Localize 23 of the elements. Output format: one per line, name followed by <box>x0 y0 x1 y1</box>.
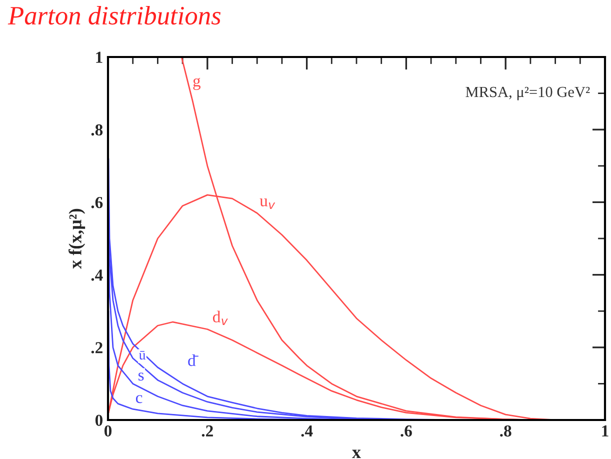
x-tick-label: .4 <box>301 425 313 437</box>
x-tick-label: .2 <box>202 425 213 437</box>
annotation: MRSA, μ²=10 GeV² <box>466 86 590 100</box>
series-label: d$_{v}$ <box>212 310 228 325</box>
series-label: c <box>136 395 142 404</box>
y-tick-label: .8 <box>91 124 103 136</box>
y-axis-title: x f(x,μ²) <box>68 208 86 269</box>
y-tick-label: 1 <box>96 52 102 63</box>
series-label: s <box>138 372 144 381</box>
x-tick-label: 0 <box>104 425 112 437</box>
series-label: ū <box>138 350 146 360</box>
x-tick-label: .8 <box>500 425 512 437</box>
y-tick-label: 0 <box>95 414 103 426</box>
series-label: g <box>193 78 201 90</box>
chart-title: Parton distributions <box>8 6 221 25</box>
y-tick-label: .4 <box>91 270 103 281</box>
series-label: d̄ <box>188 354 198 366</box>
x-axis-title: x <box>352 450 361 458</box>
x-tick-label: .6 <box>400 425 412 437</box>
series-label: u$_{v}$ <box>260 198 276 209</box>
y-tick-label: .6 <box>91 196 103 208</box>
y-tick-label: .2 <box>91 342 102 354</box>
x-tick-label: 1 <box>602 425 608 436</box>
